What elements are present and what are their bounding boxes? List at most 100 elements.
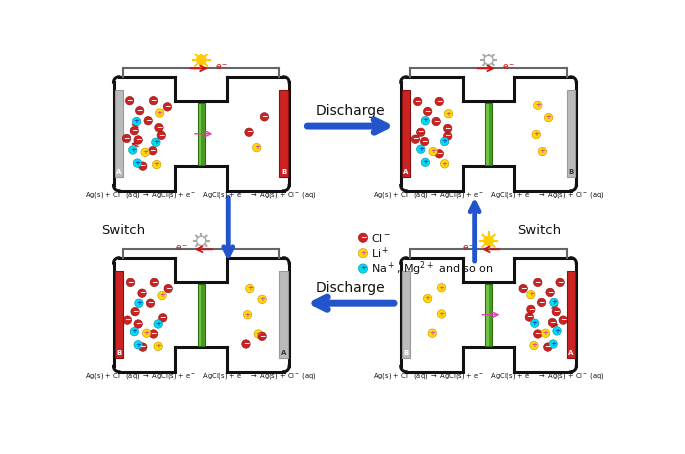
Text: +: + — [360, 250, 366, 256]
Circle shape — [538, 298, 546, 306]
Text: −: − — [553, 307, 560, 316]
Bar — [485, 103, 492, 164]
Circle shape — [421, 158, 429, 167]
Circle shape — [411, 135, 420, 143]
Text: +: + — [153, 161, 160, 168]
Bar — [488, 103, 492, 164]
Circle shape — [149, 330, 158, 338]
Circle shape — [197, 236, 206, 246]
Text: −: − — [131, 126, 138, 135]
Bar — [198, 284, 205, 345]
Bar — [228, 258, 288, 371]
Text: −: − — [414, 97, 421, 106]
Circle shape — [432, 117, 440, 126]
Text: −: − — [140, 342, 146, 351]
Circle shape — [144, 117, 152, 125]
Text: Cl$^-$: Cl$^-$ — [371, 232, 391, 244]
Text: +: + — [247, 285, 253, 291]
Text: +: + — [531, 342, 537, 348]
Circle shape — [414, 97, 422, 106]
Text: +: + — [245, 311, 251, 317]
Circle shape — [435, 97, 443, 106]
Text: +: + — [534, 131, 539, 137]
Circle shape — [158, 291, 166, 300]
Circle shape — [134, 340, 142, 349]
Circle shape — [130, 327, 138, 336]
Circle shape — [126, 278, 135, 286]
Text: −: − — [360, 233, 366, 242]
Circle shape — [141, 148, 149, 157]
Circle shape — [123, 316, 132, 324]
Text: +: + — [130, 147, 136, 153]
Circle shape — [158, 314, 167, 322]
Text: B: B — [116, 350, 121, 356]
Circle shape — [149, 147, 157, 155]
Circle shape — [155, 109, 164, 117]
Circle shape — [258, 295, 266, 304]
Text: −: − — [135, 135, 141, 144]
Circle shape — [549, 340, 558, 348]
Bar — [201, 103, 205, 164]
Circle shape — [197, 55, 206, 64]
Circle shape — [142, 329, 151, 337]
Bar — [198, 103, 201, 164]
Circle shape — [157, 131, 166, 139]
Circle shape — [527, 305, 535, 314]
Circle shape — [416, 145, 425, 153]
Text: −: − — [246, 128, 252, 137]
Bar — [279, 271, 288, 358]
Circle shape — [534, 330, 542, 338]
Bar — [485, 284, 488, 345]
Text: Discharge: Discharge — [316, 281, 386, 295]
Circle shape — [155, 123, 163, 132]
Circle shape — [527, 291, 535, 299]
Circle shape — [149, 96, 158, 105]
Text: −: − — [151, 329, 157, 338]
Circle shape — [556, 278, 564, 286]
Bar — [198, 103, 205, 164]
Circle shape — [437, 284, 446, 292]
Circle shape — [530, 319, 539, 327]
Text: A: A — [281, 350, 286, 356]
Circle shape — [548, 318, 557, 327]
Text: +: + — [142, 149, 148, 155]
Text: +: + — [425, 296, 431, 301]
Text: B: B — [281, 169, 286, 175]
Circle shape — [138, 289, 146, 297]
Text: +: + — [259, 296, 265, 302]
Circle shape — [428, 329, 436, 337]
Text: −: − — [155, 123, 162, 132]
Text: −: − — [520, 284, 526, 293]
Circle shape — [544, 343, 552, 351]
Circle shape — [559, 316, 567, 324]
Text: −: − — [127, 96, 133, 105]
Text: B: B — [403, 350, 409, 356]
Text: −: − — [158, 131, 164, 139]
Circle shape — [125, 96, 134, 105]
Circle shape — [546, 288, 554, 296]
Text: −: − — [140, 162, 146, 170]
Circle shape — [534, 278, 542, 286]
Text: +: + — [254, 144, 260, 150]
Circle shape — [416, 128, 425, 137]
Text: A: A — [116, 169, 121, 175]
Bar — [175, 102, 227, 166]
Circle shape — [253, 143, 261, 152]
Text: +: + — [132, 328, 137, 335]
Text: +: + — [423, 118, 428, 123]
Text: −: − — [151, 278, 158, 286]
Circle shape — [423, 107, 432, 116]
Circle shape — [150, 278, 158, 286]
Text: −: − — [127, 278, 134, 286]
Circle shape — [134, 320, 142, 328]
Bar — [566, 90, 575, 177]
Text: +: + — [438, 311, 445, 317]
Circle shape — [525, 313, 534, 321]
Text: −: − — [145, 116, 151, 125]
Text: +: + — [551, 299, 557, 305]
Text: Ag(s) + Cl$^-$(aq) $\rightarrow$ AgCl(s) + e$^-$   AgCl(s) + e$^-$ $\rightarrow$: Ag(s) + Cl$^-$(aq) $\rightarrow$ AgCl(s)… — [86, 371, 317, 381]
Text: −: − — [135, 319, 141, 328]
Text: +: + — [360, 265, 366, 271]
Text: −: − — [132, 307, 138, 316]
Circle shape — [132, 117, 141, 126]
